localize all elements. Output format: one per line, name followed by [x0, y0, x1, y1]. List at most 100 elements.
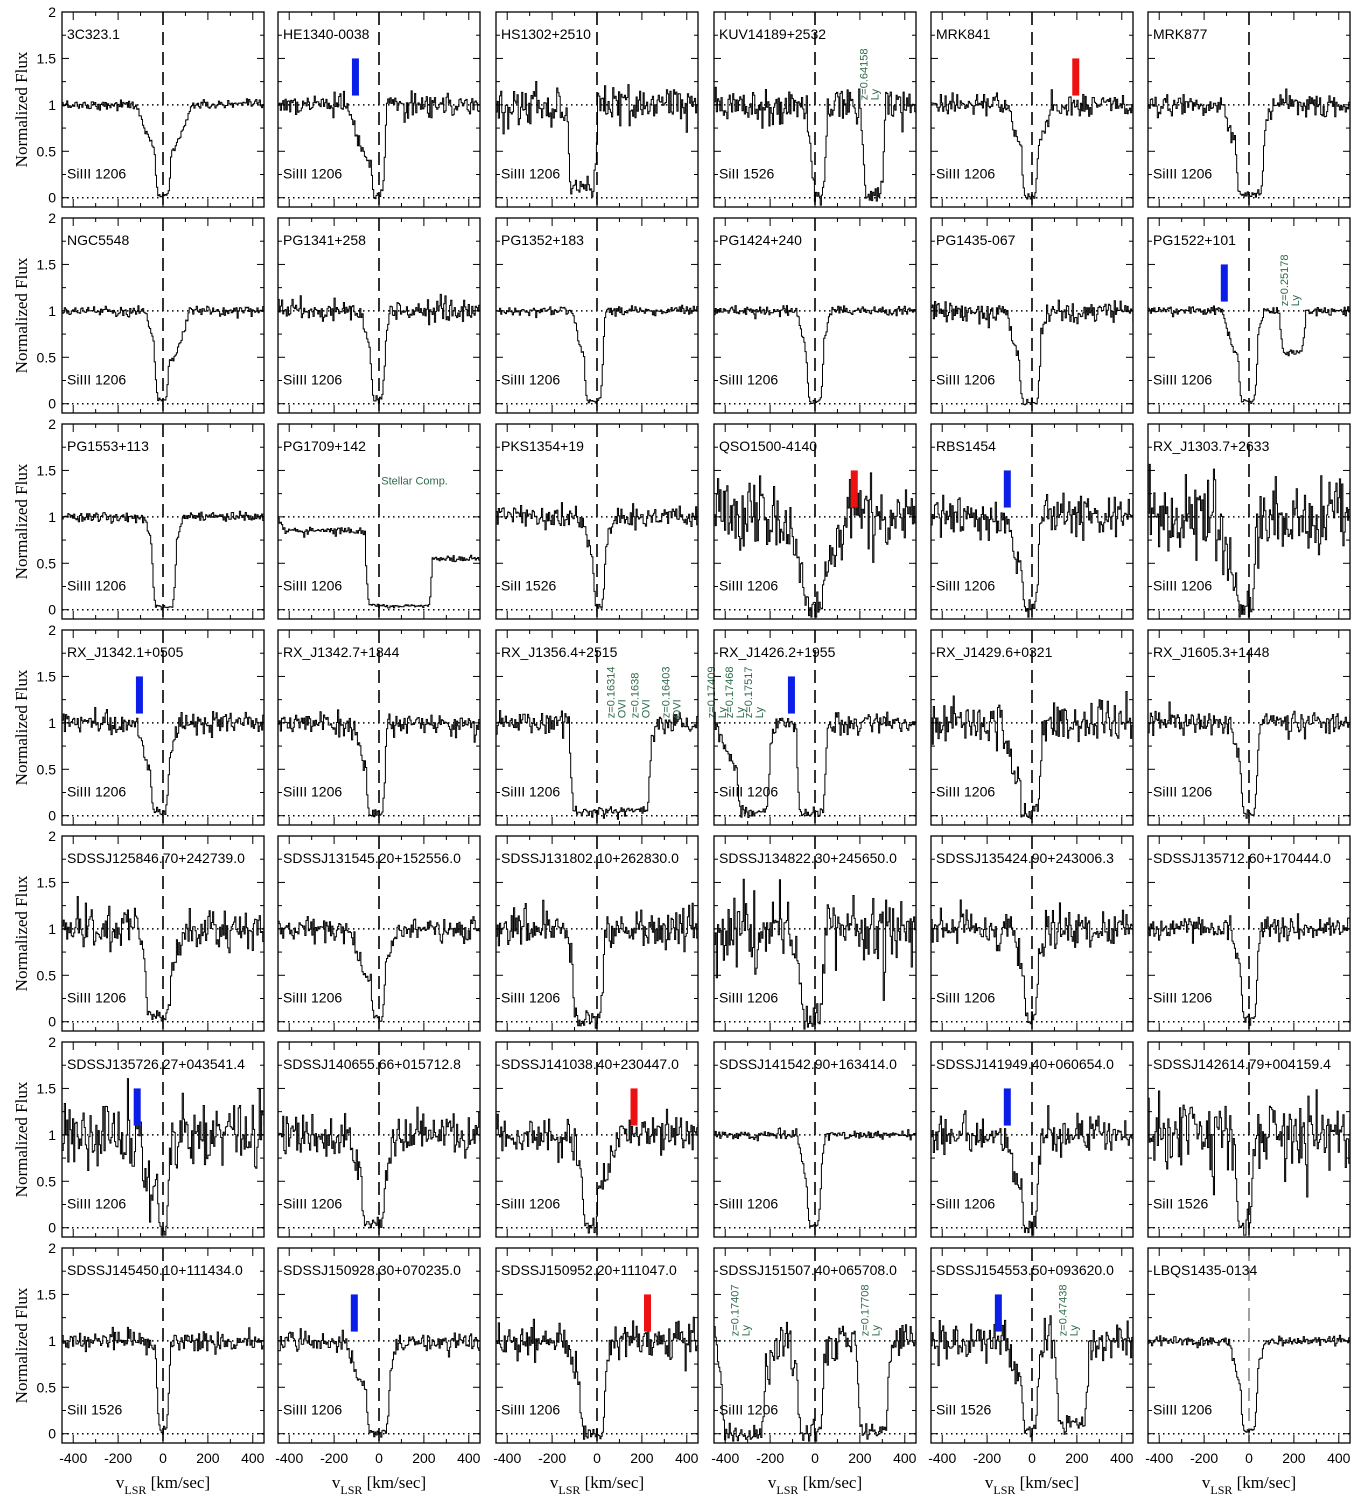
- x-axis-label-sub: LSR: [993, 1483, 1015, 1497]
- x-tick-label: 400: [457, 1450, 481, 1466]
- ion-label: SiIII 1206: [283, 371, 342, 387]
- y-tick-label: 1: [48, 303, 56, 319]
- red-marker: [630, 1088, 638, 1126]
- panel-39: -400 -200 0 200 400 SDSSJ150952.20+111047.0 Si…: [493, 1247, 699, 1466]
- spectrum-line: [931, 299, 1133, 406]
- y-axis-label: Normalized Flux: [12, 463, 31, 579]
- spectrum-line: [62, 707, 264, 816]
- spectrum-line: [496, 502, 698, 609]
- panel-11: PG1435-067 SiIII 1206: [930, 217, 1134, 414]
- panel-29: SDSSJ135424.90+243006.3 SiIII 1206: [930, 835, 1134, 1032]
- annotation-text: Ly: [1290, 295, 1302, 307]
- blue-marker: [135, 676, 143, 714]
- ion-label: SiIII 1206: [283, 1401, 342, 1417]
- x-axis-label-unit: [km/sec]: [146, 1473, 210, 1492]
- panel-32: SDSSJ140655.66+015712.8 SiIII 1206: [277, 1041, 481, 1238]
- ion-label: SiIII 1206: [283, 1195, 342, 1211]
- panel-28: SDSSJ134822.30+245650.0 SiIII 1206: [713, 835, 917, 1032]
- x-tick-label: -400: [711, 1450, 739, 1466]
- sightline-name: SDSSJ131545.20+152556.0: [283, 850, 461, 866]
- ion-label: SiIII 1206: [283, 989, 342, 1005]
- ion-label: SiIII 1206: [67, 577, 126, 593]
- line-annotation: OVIz=0.1638: [629, 673, 652, 719]
- y-tick-label: 0.5: [37, 349, 57, 365]
- spectrum-line: [1148, 1334, 1350, 1433]
- ion-label: SiIII 1206: [936, 577, 995, 593]
- sightline-name: SDSSJ150928.30+070235.0: [283, 1262, 461, 1278]
- y-tick-label: 2: [48, 828, 56, 844]
- sightline-name: PKS1354+19: [501, 438, 584, 454]
- ion-label: SiIII 1206: [1153, 165, 1212, 181]
- sightline-name: RX_J1303.7+2633: [1153, 438, 1270, 454]
- spectrum-line: [496, 710, 698, 820]
- y-tick-label: 0.5: [37, 555, 57, 571]
- sightline-name: RBS1454: [936, 438, 996, 454]
- sightline-name: PG1522+101: [1153, 232, 1236, 248]
- ion-label: SiIII 1206: [936, 989, 995, 1005]
- ion-label: SiII 1526: [67, 1401, 122, 1417]
- y-tick-label: 1: [48, 509, 56, 525]
- panel-21: OVIz=0.16314 OVIz=0.1638 OVIz=0.16403RX_J1…: [495, 629, 699, 826]
- spectrum-line: [496, 899, 698, 1029]
- ion-label: SiIII 1206: [719, 577, 778, 593]
- annotation-text: z=0.16314: [606, 667, 618, 719]
- spectrum-line: [278, 1106, 480, 1229]
- line-annotation: Lyz=0.17409: [706, 667, 729, 719]
- y-tick-label: 2: [48, 1240, 56, 1256]
- line-annotation: Lyz=0.25178: [1279, 255, 1302, 307]
- annotation-text: z=0.17409: [706, 667, 718, 719]
- sightline-name: SDSSJ154553.50+093620.0: [936, 1262, 1114, 1278]
- spectrum-line: [62, 305, 264, 402]
- panel-23: RX_J1429.6+0321 SiIII 1206: [930, 629, 1134, 826]
- blue-marker: [133, 1088, 141, 1126]
- blue-marker: [1220, 264, 1228, 302]
- sightline-name: RX_J1429.6+0321: [936, 644, 1053, 660]
- sightline-name: RX_J1342.1+0505: [67, 644, 184, 660]
- x-axis-label-v: v: [550, 1473, 559, 1492]
- panel-1: 0 0.5 1 1.5 2 3C323.1 SiIII 1206: [37, 4, 265, 208]
- y-tick-label: 0: [48, 190, 56, 206]
- annotation-text: z=0.16403: [661, 667, 673, 719]
- x-tick-label: -400: [1145, 1450, 1173, 1466]
- spectrum-line: [496, 1316, 698, 1440]
- panel-10: PG1424+240 SiIII 1206: [713, 217, 917, 414]
- x-axis-label: vLSR [km/sec]: [332, 1473, 426, 1497]
- line-annotation: Lyz=0.17708: [860, 1285, 883, 1337]
- red-marker: [1072, 58, 1080, 96]
- sightline-name: RX_J1605.3+1448: [1153, 644, 1270, 660]
- y-tick-label: 1: [48, 921, 56, 937]
- x-axis-label-v: v: [768, 1473, 777, 1492]
- ion-label: SiIII 1206: [719, 371, 778, 387]
- blue-marker: [350, 1294, 358, 1332]
- panel-38: -400 -200 0 200 400 SDSSJ150928.30+070235.0 Si…: [275, 1247, 481, 1466]
- x-axis-label: vLSR [km/sec]: [1202, 1473, 1296, 1497]
- ion-label: SiIII 1206: [719, 989, 778, 1005]
- sightline-name: PG1435-067: [936, 232, 1016, 248]
- ion-label: SiIII 1206: [936, 1195, 995, 1211]
- annotation-text: Ly: [717, 707, 729, 719]
- spectrum-line: [931, 1105, 1133, 1236]
- x-tick-label: 200: [412, 1450, 436, 1466]
- spectrum-line: [714, 472, 916, 618]
- sightline-name: PG1553+113: [67, 438, 149, 454]
- y-tick-label: 1.5: [37, 462, 57, 478]
- blue-marker: [994, 1294, 1002, 1332]
- ion-label: SiII 1526: [1153, 1195, 1208, 1211]
- annotation-text: Ly: [740, 1325, 752, 1337]
- panel-14: Stellar Comp. PG1709+142 SiIII 1206: [277, 423, 481, 620]
- y-axis-label: Normalized Flux: [12, 1287, 31, 1403]
- x-tick-label: -200: [320, 1450, 348, 1466]
- panel-30: SDSSJ135712.60+170444.0 SiIII 1206: [1147, 835, 1351, 1032]
- sightline-name: RX_J1426.2+1955: [719, 644, 836, 660]
- y-tick-label: 2: [48, 416, 56, 432]
- x-tick-label: 0: [1245, 1450, 1253, 1466]
- annotation-text: z=0.17407: [729, 1285, 741, 1337]
- stellar-comp-label: Stellar Comp.: [381, 475, 448, 487]
- sightline-name: SDSSJ142614.79+004159.4: [1153, 1056, 1331, 1072]
- spectrum-line: [714, 1321, 916, 1442]
- panel-9: PG1352+183 SiIII 1206: [495, 217, 699, 414]
- y-tick-label: 1.5: [37, 874, 57, 890]
- panel-37: 0 0.5 1 1.5 2 -400 -200 0 200 400 SDSSJ145450.10+1…: [37, 1240, 265, 1466]
- panel-31: 0 0.5 1 1.5 2 SDSSJ135726.27+043541.4 SiIII 12…: [37, 1034, 265, 1238]
- annotation-text: Ly: [869, 89, 881, 101]
